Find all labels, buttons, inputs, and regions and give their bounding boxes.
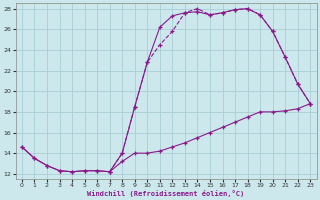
X-axis label: Windchill (Refroidissement éolien,°C): Windchill (Refroidissement éolien,°C) [87,190,245,197]
